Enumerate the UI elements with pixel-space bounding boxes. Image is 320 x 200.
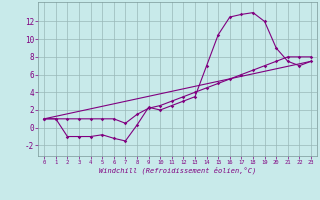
X-axis label: Windchill (Refroidissement éolien,°C): Windchill (Refroidissement éolien,°C) (99, 167, 256, 174)
